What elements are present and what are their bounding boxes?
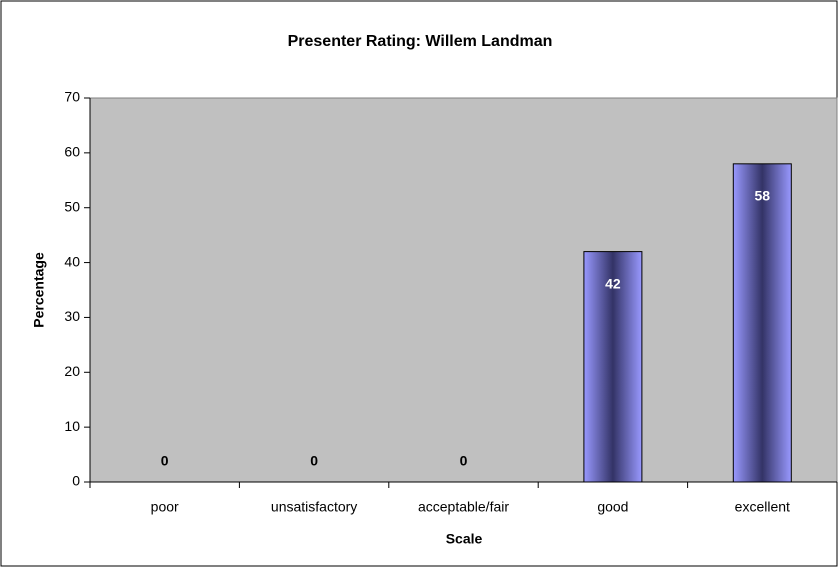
data-label: 42 [605,275,621,291]
y-tick-label: 40 [64,253,80,269]
chart-title: Presenter Rating: Willem Landman [288,33,553,50]
y-axis-label: Percentage [31,252,47,328]
y-tick-label: 30 [64,308,80,324]
data-label: 0 [310,453,318,469]
x-tick-label: good [597,499,628,515]
y-tick-label: 70 [64,89,80,105]
data-label: 0 [161,453,169,469]
x-tick-label: unsatisfactory [271,499,357,515]
data-label: 0 [460,453,468,469]
bar [583,251,643,483]
x-tick-label: excellent [735,499,790,515]
x-tick-label: acceptable/fair [418,499,509,515]
x-tick-label: poor [151,499,179,515]
data-label: 58 [755,188,771,204]
y-tick-label: 20 [64,363,80,379]
y-tick-label: 10 [64,418,80,434]
y-tick-label: 50 [64,198,80,214]
x-axis-label: Scale [446,531,483,547]
y-tick-label: 60 [64,144,80,160]
plot-area [89,97,838,483]
bar [732,163,792,483]
y-tick-label: 0 [72,473,80,489]
